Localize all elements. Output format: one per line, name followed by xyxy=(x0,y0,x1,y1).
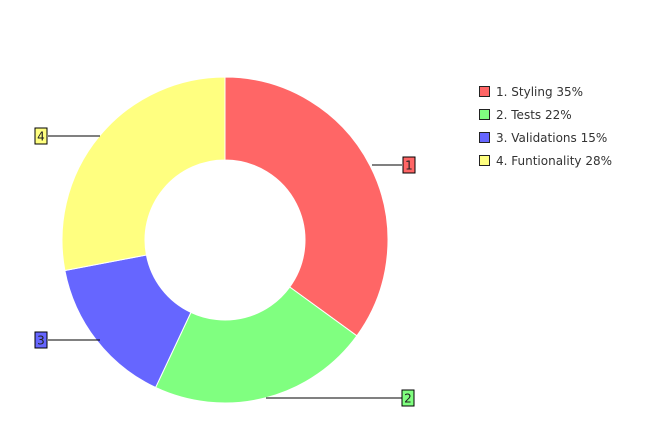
legend-label-styling: 1. Styling 35% xyxy=(496,84,584,99)
legend-swatch-tests xyxy=(479,109,490,120)
slice-styling xyxy=(224,76,389,337)
legend-item-styling: 1. Styling 35% xyxy=(479,80,612,103)
callout-label-2: 2 xyxy=(404,392,412,406)
legend-swatch-funtionality xyxy=(479,155,490,166)
legend-item-validations: 3. Validations 15% xyxy=(479,126,612,149)
callout-box-4 xyxy=(34,127,48,145)
callout-box-1 xyxy=(402,156,416,174)
legend-label-validations: 3. Validations 15% xyxy=(496,130,608,145)
legend-swatch-validations xyxy=(479,132,490,143)
slice-tests xyxy=(154,286,358,404)
legend-label-funtionality: 4. Funtionality 28% xyxy=(496,153,613,168)
callout-box-2 xyxy=(401,389,415,407)
legend-label-tests: 2. Tests 22% xyxy=(496,107,572,122)
legend-swatch-styling xyxy=(479,86,490,97)
callout-label-4: 4 xyxy=(37,130,45,144)
slice-funtionality xyxy=(61,76,226,272)
callout-label-1: 1 xyxy=(405,159,413,173)
legend-item-funtionality: 4. Funtionality 28% xyxy=(479,149,612,172)
callout-box-3 xyxy=(34,331,48,349)
legend-item-tests: 2. Tests 22% xyxy=(479,103,612,126)
callout-label-3: 3 xyxy=(37,334,45,348)
legend: 1. Styling 35% 2. Tests 22% 3. Validatio… xyxy=(479,80,612,172)
